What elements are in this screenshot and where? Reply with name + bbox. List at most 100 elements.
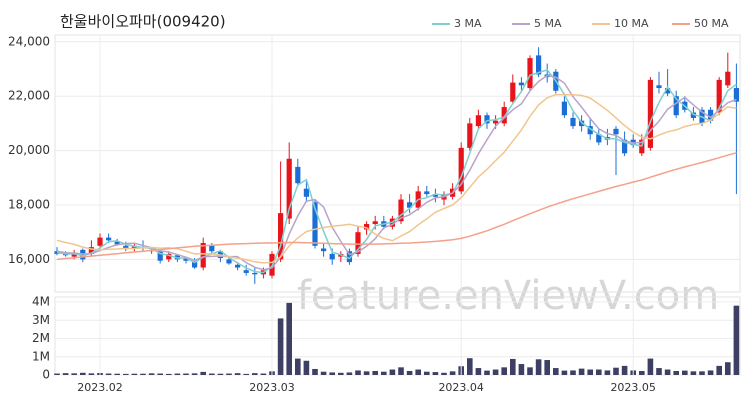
candle-body [407,202,413,208]
candle-body [97,237,103,246]
candle-body [587,126,593,135]
volume-bar [561,370,568,375]
volume-bar [148,373,155,375]
candle-body [226,259,232,264]
volume-bar [303,360,310,375]
volume-bar [587,369,593,375]
volume-bar [510,358,516,375]
volume-bar [389,369,396,375]
volume-bar [484,370,490,375]
volume-bar [553,368,559,375]
y-tick-label: 18,000 [8,197,50,211]
volume-bar [682,370,688,375]
volume-bar [62,373,69,375]
volume-bar [381,371,387,375]
volume-bar [673,370,679,375]
volume-bar [415,369,421,375]
candle-body [665,88,671,94]
candle-body [54,251,60,254]
volume-bar [656,368,662,375]
volume-bar [432,372,439,375]
candle-body [596,134,602,143]
volume-bar [733,305,740,375]
volume-bar [535,359,542,375]
volume-bar [329,372,335,375]
volume-bar [183,373,189,375]
x-tick-label: 2023.05 [610,381,656,394]
y-tick-label: 3M [32,313,50,327]
legend-label: 5 MA [534,17,562,30]
x-tick-label: 2023.02 [77,381,123,394]
volume-bar [725,362,731,375]
volume-bar [372,370,378,375]
candle-body [725,71,731,86]
ma-line [56,74,737,271]
volume-bar [604,370,611,375]
volume-bar [492,369,499,375]
candle-body [346,251,352,263]
volume-bar [355,370,361,375]
candle-body [372,221,378,225]
volume-bar [105,373,112,375]
candle-body [364,224,370,230]
x-tick-label: 2023.03 [249,381,295,394]
candle-body [510,82,516,102]
volume-bar [596,369,602,375]
ma-line [56,93,737,264]
candle-body [355,232,361,254]
volume-bar [406,370,413,375]
candle-body [656,85,662,89]
y-tick-label: 22,000 [8,89,50,103]
candle-body [321,248,327,252]
volume-bar [71,373,77,375]
y-tick-label: 24,000 [8,34,50,48]
chart-title: 한울바이오파마(009420) [60,13,226,31]
candle-body [123,245,129,249]
legend-label: 10 MA [614,17,649,30]
candle-body [312,202,318,246]
legend-label: 50 MA [694,17,729,30]
volume-bar [475,368,482,375]
candle-body [157,251,163,261]
x-tick-label: 2023.04 [438,381,484,394]
candle-body [708,109,714,121]
candle-body [570,117,576,127]
volume-bar [157,373,163,375]
volume-bar [174,373,181,375]
volume-bar [346,372,353,375]
volume-bar [424,371,430,375]
candle-body [647,79,653,148]
candle-body [458,147,464,192]
volume-bar [707,370,714,375]
ma-line [56,152,737,261]
candle-body [278,213,284,260]
volume-bar [647,358,654,375]
candle-body [673,96,679,116]
candle-body [329,253,335,260]
volume-bar [363,371,370,375]
volume-bar [449,371,456,375]
y-tick-label: 0 [42,368,50,382]
volume-bar [690,371,697,375]
price-pane [54,34,741,293]
candle-body [424,191,430,195]
candle-body [114,241,120,245]
volume-bar [80,372,86,375]
volume-bar [123,373,129,375]
volume-bar [234,373,241,375]
volume-bar [295,358,301,375]
volume-bar [200,371,206,375]
candle-body [166,253,172,260]
candle-body [303,188,309,197]
candle-body [622,139,628,154]
volume-bar [286,302,292,375]
volume-bar [441,372,447,375]
candle-body [518,82,524,86]
candle-body [295,166,301,184]
volume-bar [320,371,327,375]
candle-body [536,55,542,75]
volume-bar [54,373,60,375]
y-tick-label: 2M [32,331,50,345]
